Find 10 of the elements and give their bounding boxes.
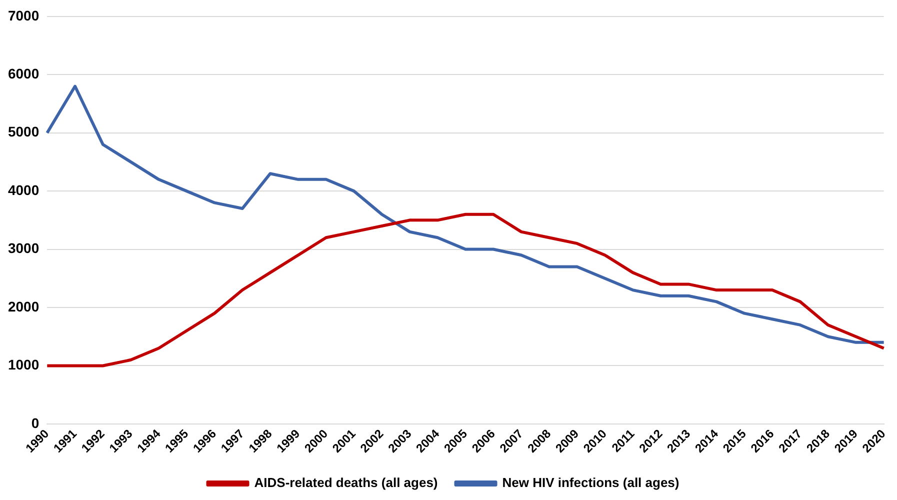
y-tick-label: 7000 (8, 7, 40, 24)
y-tick-label: 4000 (8, 182, 40, 198)
y-tick-label: 6000 (8, 65, 40, 82)
y-tick-label: 1000 (8, 356, 40, 373)
y-tick-label: 0 (31, 414, 40, 431)
legend-label: AIDS-related deaths (all ages) (254, 475, 438, 490)
y-tick-label: 3000 (8, 240, 40, 256)
y-tick-label: 2000 (8, 298, 40, 314)
legend-label: New HIV infections (all ages) (502, 475, 680, 490)
y-tick-label: 5000 (8, 124, 40, 140)
